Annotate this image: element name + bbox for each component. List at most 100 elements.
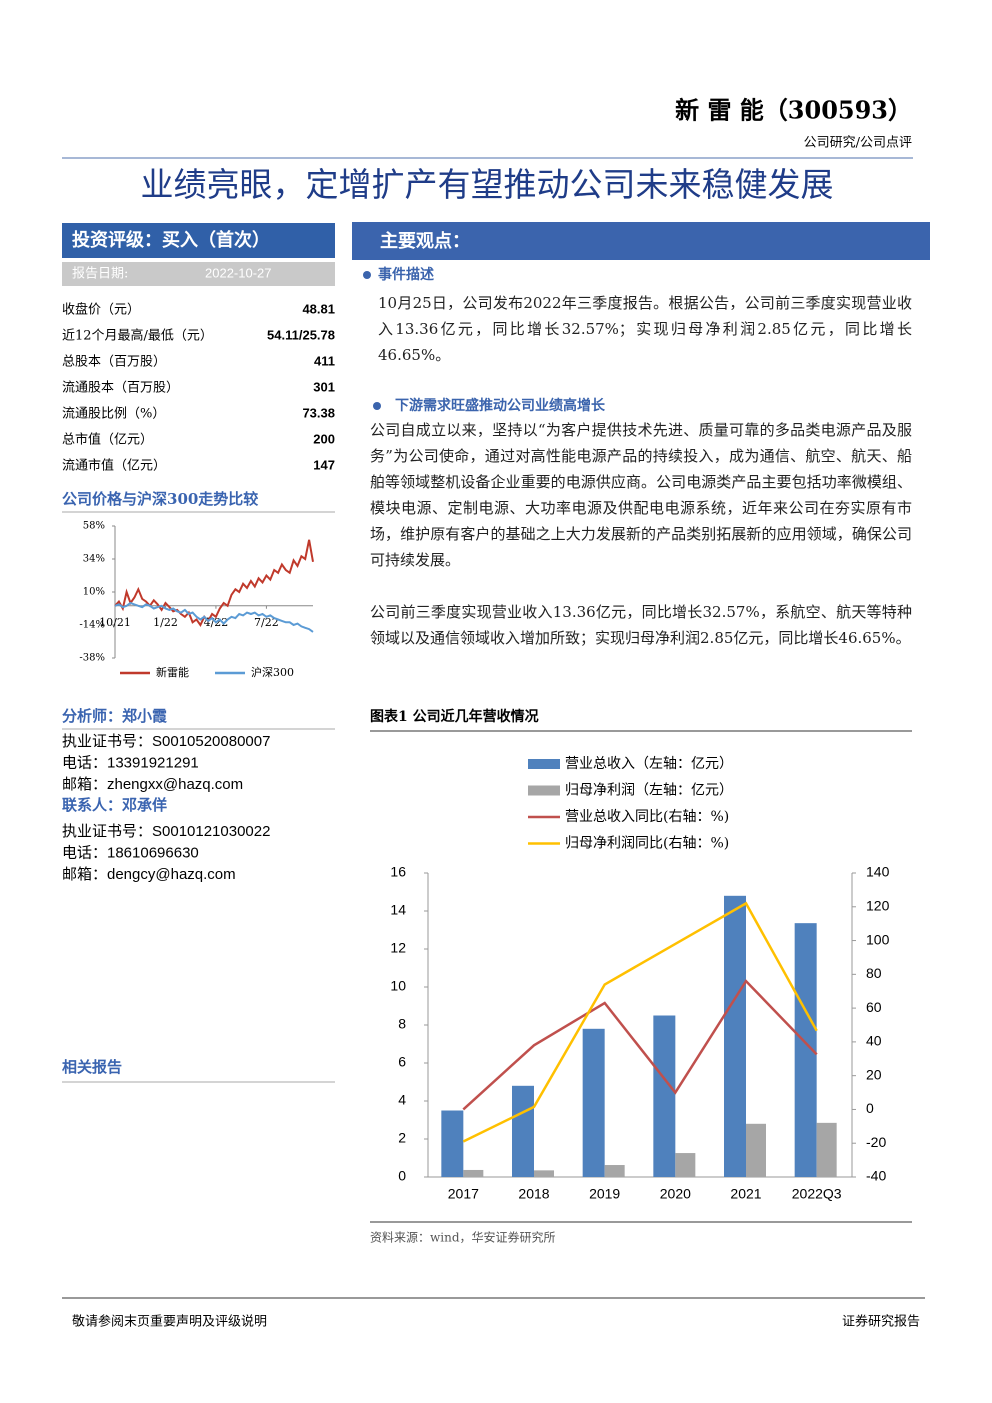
y-tick-label: 12 xyxy=(390,940,406,956)
y-tick-label: 34% xyxy=(83,554,105,565)
heading-box xyxy=(352,222,930,260)
legend-swatch xyxy=(528,785,560,796)
bullet xyxy=(363,271,371,279)
bar xyxy=(463,1169,484,1177)
legend-label: 营业总收入（左轴：亿元） xyxy=(565,756,733,772)
y-tick-label: 2 xyxy=(398,1130,406,1146)
y2-tick-label: 60 xyxy=(866,999,882,1015)
series-line xyxy=(462,979,818,1111)
legend-label: 归母净利润（左轴：亿元） xyxy=(565,782,733,799)
stat-label: 流通市值（亿元） xyxy=(62,458,166,474)
bar xyxy=(653,1015,676,1177)
y2-tick-label: 100 xyxy=(866,931,890,947)
y2-tick-label: -40 xyxy=(866,1168,886,1184)
paragraph: 公司前三季度实现营业收入13.36亿元，同比增长32.57%，系航空、航天等特种… xyxy=(370,603,912,647)
bar xyxy=(512,1085,534,1177)
x-tick-label: 2020 xyxy=(660,1186,691,1202)
bar xyxy=(582,1028,605,1177)
source: 资料来源：wind，华安证券研究所 xyxy=(370,1230,556,1245)
contact-line: 邮箱：dengcy@hazq.com xyxy=(62,866,236,883)
y-tick-label: 14 xyxy=(390,902,406,918)
y-tick-label: 0 xyxy=(398,1168,406,1184)
legend-swatch xyxy=(528,759,560,769)
contact-line: 电话：18610696630 xyxy=(62,844,199,861)
chart-title: 图表1 公司近几年营收情况 xyxy=(370,708,539,725)
series-line xyxy=(114,601,314,633)
bullet xyxy=(373,402,381,410)
bar xyxy=(534,1170,554,1177)
title: 业绩亮眼，定增扩产有望推动公司未来稳健发展 xyxy=(141,165,834,204)
y-tick-label: 58% xyxy=(83,521,105,532)
x-tick-label: 10/21 xyxy=(99,616,131,629)
bar xyxy=(816,1122,837,1177)
y-tick-label: 10% xyxy=(83,587,105,598)
category: 公司研究/公司点评 xyxy=(804,136,912,151)
paragraph: 公司自成立以来，坚持以“为客户提供技术先进、质量可靠的多品类电源产品及服务”为公… xyxy=(370,421,912,569)
y-tick-label: 8 xyxy=(398,1016,406,1032)
rating: 投资评级：买入（首次） xyxy=(72,229,270,251)
related-title: 相关报告 xyxy=(62,1058,122,1076)
contact-line: 邮箱：zhengxx@hazq.com xyxy=(62,776,243,793)
stat-label: 近12个月最高/最低（元） xyxy=(62,328,213,344)
section-title: 下游需求旺盛推动公司业绩高增长 xyxy=(395,397,606,414)
y-tick-label: 10 xyxy=(390,978,406,994)
y-tick-label: -38% xyxy=(79,653,105,664)
rating-box xyxy=(62,223,335,258)
y2-tick-label: 0 xyxy=(866,1100,874,1116)
company: 新 雷 能（300593） xyxy=(675,96,912,125)
stat-label: 流通股本（百万股） xyxy=(62,381,179,396)
y2-tick-label: 120 xyxy=(866,897,890,913)
y2-tick-label: 40 xyxy=(866,1033,882,1049)
contact-line: 执业证书号：S0010520080007 xyxy=(62,733,270,750)
chart-title: 公司价格与沪深300走势比较 xyxy=(62,490,258,508)
bar xyxy=(724,895,746,1177)
series-line xyxy=(462,901,818,1143)
date-label: 报告日期: xyxy=(72,267,128,282)
stat-label: 收盘价（元） xyxy=(62,302,140,318)
contact-title: 联系人：邓承佯 xyxy=(62,796,167,814)
y2-tick-label: 80 xyxy=(866,965,882,981)
analyst-title: 分析师：郑小霞 xyxy=(62,707,168,725)
footer-right: 证券研究报告 xyxy=(842,1314,920,1330)
contact-line: 电话：13391921291 xyxy=(62,754,199,771)
y-tick-label: -14% xyxy=(79,620,105,631)
legend-label: 沪深300 xyxy=(251,665,294,679)
x-tick-label: 2017 xyxy=(448,1186,479,1202)
x-tick-label: 2021 xyxy=(730,1186,761,1202)
stat-value: 73.38 xyxy=(302,405,335,420)
stat-value: 411 xyxy=(314,353,335,368)
series-line xyxy=(114,539,314,627)
bar xyxy=(746,1123,766,1177)
stat-value: 200 xyxy=(313,431,335,446)
contact-line: 执业证书号：S0010121030022 xyxy=(62,823,270,840)
y-tick-label: 4 xyxy=(398,1092,406,1108)
bar xyxy=(441,1110,464,1177)
date-box xyxy=(62,262,335,286)
y2-tick-label: 140 xyxy=(866,864,890,880)
x-tick-label: 2018 xyxy=(518,1186,549,1202)
section-title: 事件描述 xyxy=(378,266,434,283)
y-tick-label: 6 xyxy=(398,1054,406,1070)
x-tick-label: 1/22 xyxy=(153,616,178,629)
stat-value: 48.81 xyxy=(302,301,335,316)
paragraph: 10月25日，公司发布2022年三季度报告。根据公告，公司前三季度实现营业收入1… xyxy=(378,294,912,364)
y2-tick-label: 20 xyxy=(866,1066,882,1082)
stat-value: 301 xyxy=(313,379,335,394)
legend-label: 归母净利润同比(右轴：%) xyxy=(565,835,729,852)
x-tick-label: 2019 xyxy=(589,1186,620,1202)
stat-label: 总市值（亿元） xyxy=(62,432,153,448)
stat-label: 流通股比例（%） xyxy=(62,407,165,422)
stat-value: 147 xyxy=(313,457,335,472)
bar xyxy=(604,1165,625,1177)
y2-tick-label: -20 xyxy=(866,1134,886,1150)
y-tick-label: 16 xyxy=(390,864,406,880)
x-tick-label: 2022Q3 xyxy=(792,1186,842,1202)
x-tick-label: 7/22 xyxy=(254,616,279,629)
stat-label: 总股本（百万股） xyxy=(62,355,166,370)
legend-label: 新雷能 xyxy=(156,665,189,679)
legend-label: 营业总收入同比(右轴：%) xyxy=(565,809,729,825)
bar xyxy=(794,923,817,1177)
bar xyxy=(675,1153,696,1177)
